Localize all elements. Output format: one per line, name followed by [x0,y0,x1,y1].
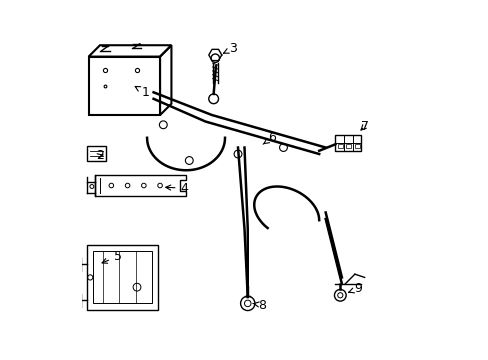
Text: 6: 6 [263,131,276,144]
Text: 3: 3 [223,42,237,55]
Text: 7: 7 [360,120,368,133]
Text: 2: 2 [96,149,104,162]
Text: 9: 9 [348,282,361,295]
Text: 8: 8 [252,298,266,311]
Text: 1: 1 [135,86,149,99]
Text: 5: 5 [102,250,122,263]
Text: 4: 4 [165,181,188,195]
